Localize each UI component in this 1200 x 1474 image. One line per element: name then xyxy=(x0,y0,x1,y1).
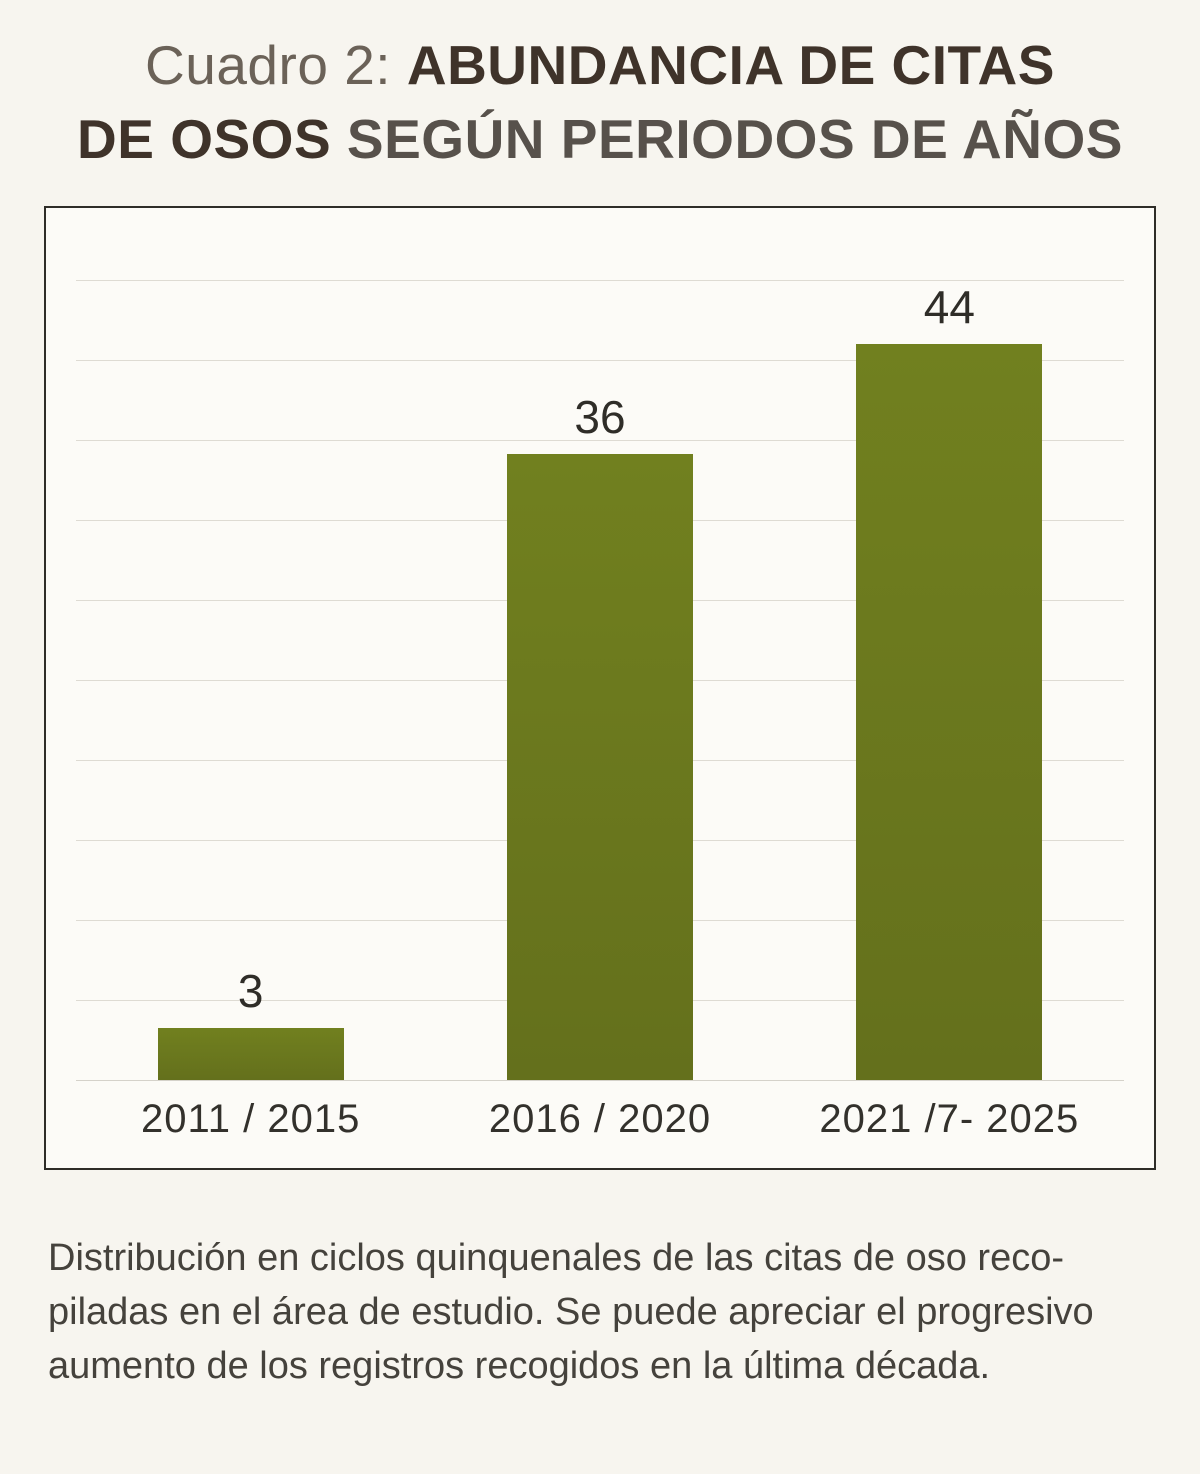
chart-title-prefix: Cuadro 2: xyxy=(145,34,407,96)
chart-title-main-1: ABUNDANCIA DE CITAS xyxy=(406,34,1055,96)
bar xyxy=(506,453,693,1080)
plot-area: 3 36 44 xyxy=(76,280,1124,1081)
caption-line2: piladas en el área de estudio. Se puede … xyxy=(48,1290,1094,1333)
x-axis: 2011 / 2015 2016 / 2020 2021 /7- 2025 xyxy=(76,1081,1124,1168)
bar-column: 3 xyxy=(83,280,418,1080)
chart-caption: Distribución en ciclos quinquenales de l… xyxy=(48,1232,1152,1394)
x-axis-label: 2016 / 2020 xyxy=(488,1097,712,1141)
chart-title-line1: Cuadro 2: ABUNDANCIA DE CITAS xyxy=(0,28,1200,102)
bar-value-label: 36 xyxy=(574,390,626,443)
bar xyxy=(157,1027,344,1080)
chart-title-suffix: SEGÚN PERIODOS DE AÑOS xyxy=(346,108,1123,170)
bar-value-label: 3 xyxy=(237,964,264,1017)
chart-title: Cuadro 2: ABUNDANCIA DE CITAS DE OSOS SE… xyxy=(0,0,1200,176)
caption-line3: aumento de los registros recogidos en la… xyxy=(48,1344,991,1387)
bar-value-label: 44 xyxy=(923,281,975,333)
chart-title-line2: DE OSOS SEGÚN PERIODOS DE AÑOS xyxy=(0,102,1200,176)
bar xyxy=(856,344,1043,1080)
caption-line1: Distribución en ciclos quinquenales de l… xyxy=(48,1237,1064,1279)
bar-column: 36 xyxy=(432,280,767,1080)
chart-frame: 3 36 44 2011 / 2015 2016 / 2020 2021 /7- 202… xyxy=(44,206,1156,1170)
bar-column: 44 xyxy=(782,280,1117,1080)
x-axis-label: 2021 /7- 2025 xyxy=(819,1097,1080,1141)
chart-title-main-2: DE OSOS xyxy=(77,108,347,170)
x-axis-label: 2011 / 2015 xyxy=(140,1097,361,1141)
